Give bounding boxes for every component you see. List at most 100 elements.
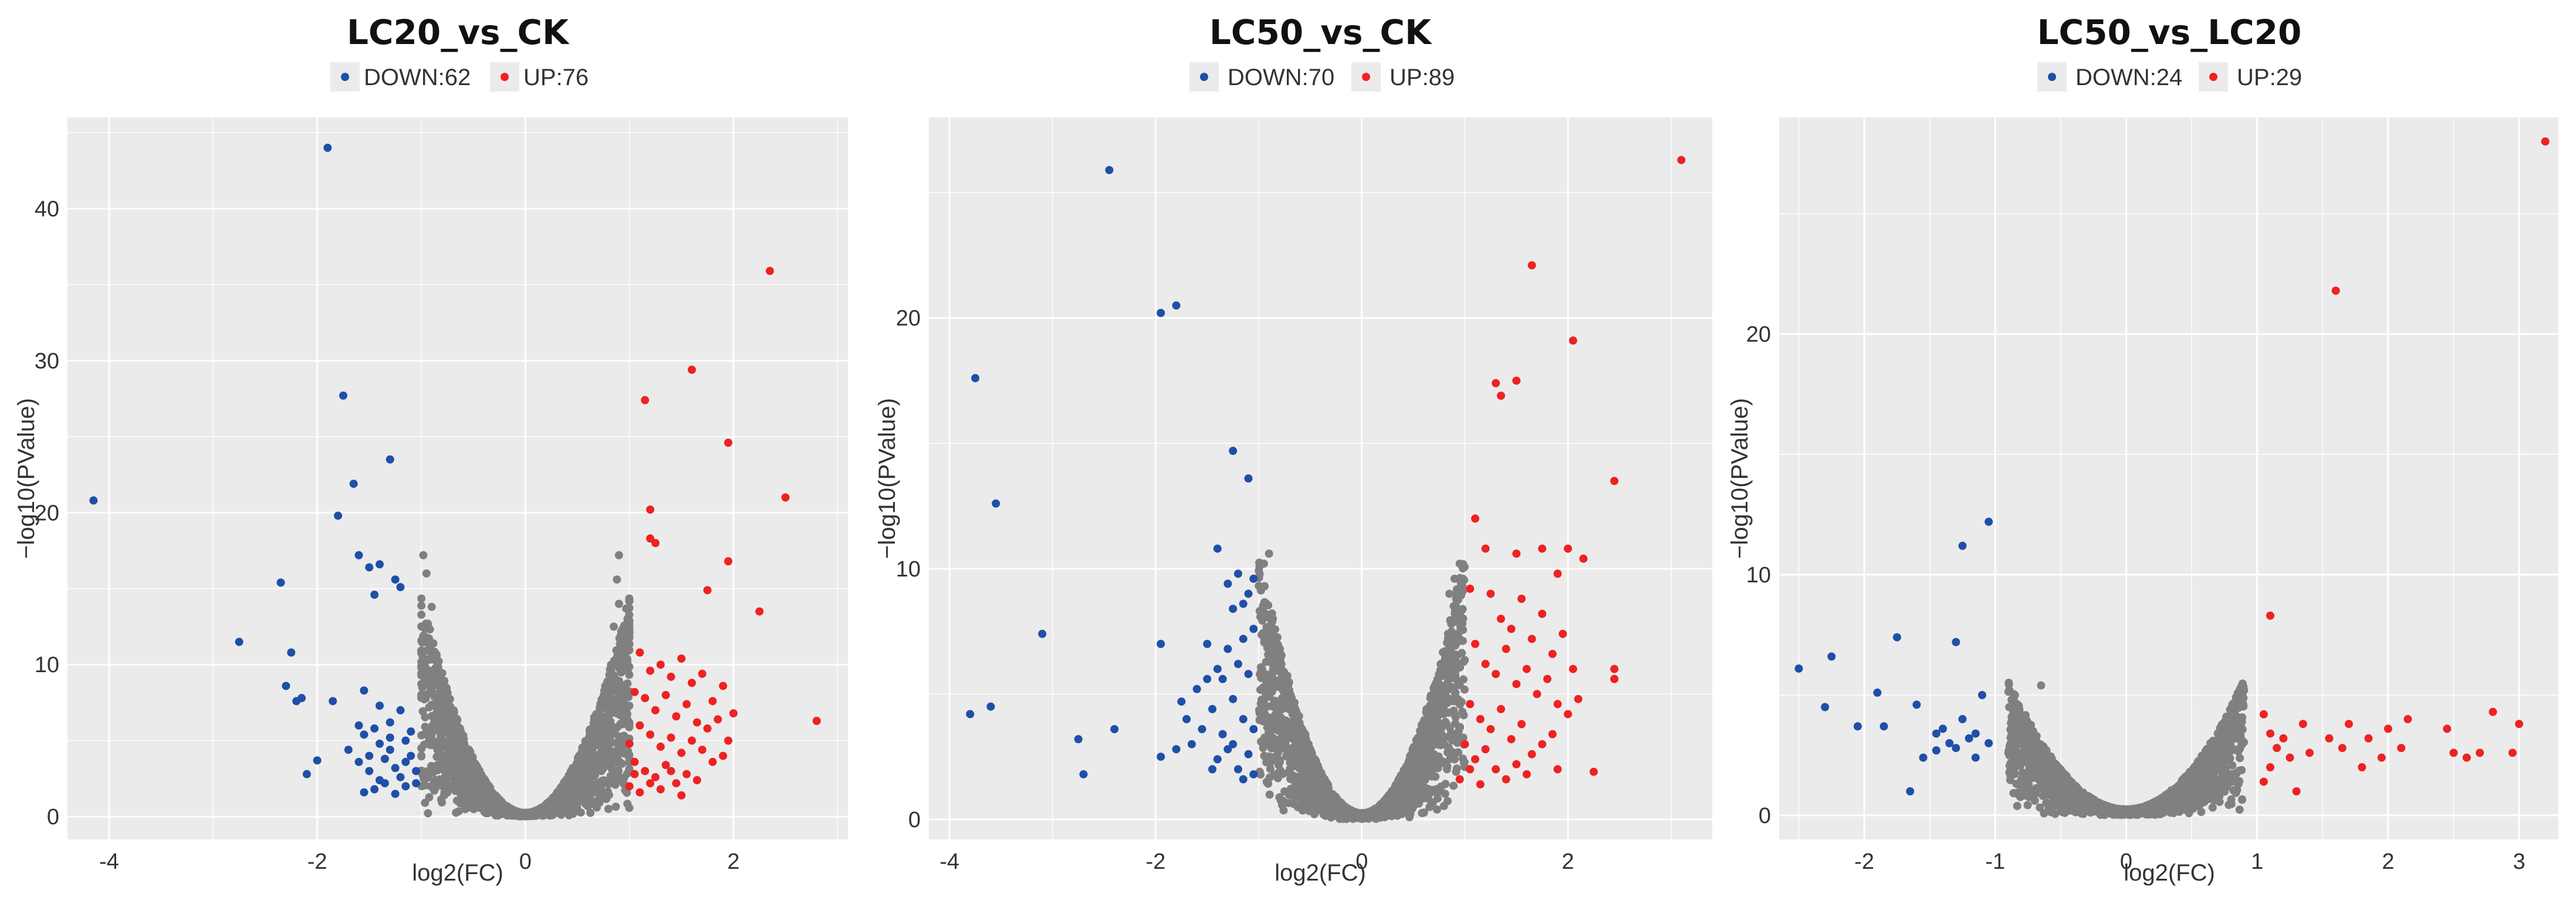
down-point <box>1157 753 1165 761</box>
ns-point <box>451 771 459 780</box>
ns-point <box>417 751 426 760</box>
ns-point <box>442 774 451 783</box>
down-point <box>1249 725 1258 734</box>
ns-point <box>593 711 601 720</box>
down-point <box>391 790 400 798</box>
ns-point <box>1280 693 1289 702</box>
ns-point <box>592 740 601 749</box>
ns-point <box>623 800 632 808</box>
ns-point <box>1424 795 1433 804</box>
down-point <box>89 496 98 505</box>
ns-point <box>599 764 607 773</box>
down-point <box>339 391 347 400</box>
up-point <box>1574 694 1583 703</box>
up-point <box>1543 675 1551 683</box>
ns-point <box>1300 773 1309 782</box>
ns-point <box>1392 781 1401 790</box>
up-point <box>1527 261 1536 269</box>
ns-point <box>620 749 629 758</box>
down-point <box>1239 599 1248 608</box>
up-point <box>651 539 660 548</box>
down-point <box>1233 569 1242 578</box>
ns-point <box>440 766 449 774</box>
y-tick-label: 0 <box>47 805 59 829</box>
down-point <box>323 143 332 152</box>
down-point <box>360 788 369 797</box>
down-point <box>391 764 400 773</box>
ns-point <box>566 770 575 778</box>
up-point <box>1527 750 1536 758</box>
ns-point <box>1405 813 1414 822</box>
ns-point <box>625 702 634 710</box>
down-point <box>1110 725 1119 734</box>
down-point <box>1074 735 1083 744</box>
ns-point <box>579 794 587 802</box>
ns-point <box>1456 615 1465 623</box>
ns-point <box>2013 801 2021 810</box>
ns-point <box>1266 635 1275 644</box>
ns-point <box>586 779 595 788</box>
ns-point <box>612 646 621 655</box>
down-point <box>1218 730 1227 738</box>
ns-point <box>1286 758 1294 767</box>
ns-point <box>471 794 479 802</box>
ns-point <box>1455 559 1464 568</box>
up-point <box>635 788 644 797</box>
ns-point <box>1269 666 1278 675</box>
panel-title: LC50_vs_LC20 <box>2037 12 2302 52</box>
ns-point <box>417 622 426 631</box>
ns-point <box>1279 797 1287 805</box>
ns-point <box>452 796 461 805</box>
ns-point <box>426 741 435 750</box>
ns-point <box>417 693 426 702</box>
up-point <box>1522 770 1531 778</box>
up-point <box>1538 740 1547 748</box>
down-point <box>1187 740 1196 748</box>
x-tick-label: 2 <box>727 849 739 874</box>
down-point <box>302 770 311 778</box>
ns-point <box>1343 810 1352 819</box>
up-point <box>1476 780 1485 789</box>
ns-point <box>1277 729 1286 738</box>
ns-point <box>1287 771 1296 780</box>
up-point <box>698 669 706 678</box>
x-tick-label: -2 <box>1146 849 1166 874</box>
ns-point <box>440 791 448 800</box>
ns-point <box>417 594 426 603</box>
legend-up-dot <box>1362 73 1370 81</box>
up-point <box>1466 700 1475 709</box>
plot-background <box>929 117 1712 839</box>
ns-point <box>586 725 594 734</box>
ns-point <box>1443 634 1452 643</box>
ns-point <box>421 723 430 731</box>
ns-point <box>1334 804 1343 813</box>
ns-point <box>1443 762 1452 771</box>
down-point <box>1229 694 1238 703</box>
up-point <box>677 748 686 757</box>
up-point <box>667 733 675 742</box>
ns-point <box>1450 574 1459 583</box>
down-point <box>391 575 400 584</box>
up-point <box>1579 554 1588 563</box>
ns-point <box>435 669 444 678</box>
down-point <box>1177 697 1186 706</box>
up-point <box>1486 589 1495 598</box>
ns-point <box>614 677 623 686</box>
ns-point <box>613 575 621 584</box>
legend-up-label: UP:29 <box>2237 65 2302 90</box>
ns-point <box>602 682 611 691</box>
y-tick-label: 10 <box>896 557 921 582</box>
up-point <box>703 586 712 595</box>
ns-point <box>1270 771 1279 780</box>
ns-point <box>1394 796 1403 805</box>
ns-point <box>1458 754 1467 763</box>
panel-title: LC50_vs_CK <box>1209 12 1432 52</box>
ns-point <box>1415 791 1424 800</box>
ns-point <box>544 798 553 807</box>
down-point <box>1218 675 1227 683</box>
ns-point <box>1332 796 1341 805</box>
ns-point <box>614 599 623 608</box>
up-point <box>677 654 686 663</box>
ns-point <box>622 604 631 613</box>
